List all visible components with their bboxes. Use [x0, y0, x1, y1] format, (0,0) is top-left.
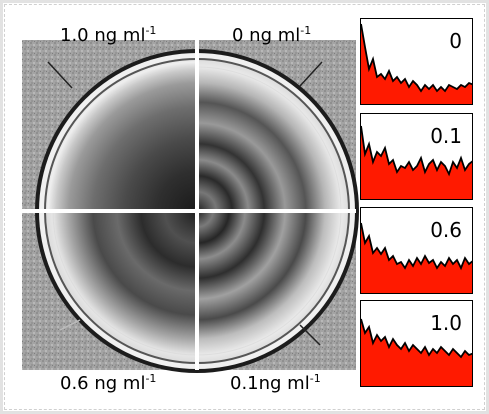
quadrant-top-right-pattern — [197, 59, 349, 211]
profile-plot — [361, 318, 472, 386]
label-top-right: 0 ng ml-1 — [232, 24, 312, 46]
center-point — [194, 208, 200, 214]
figure-frame-inner — [4, 4, 485, 410]
quadrant-bottom-left-pattern — [45, 211, 197, 363]
horizontal-divider — [22, 209, 356, 213]
label-top-left: 1.0 ng ml-1 — [60, 24, 157, 46]
profile-panel-0: 0 — [360, 18, 473, 105]
profile-plot — [361, 125, 472, 199]
profile-plot — [361, 222, 472, 293]
vertical-divider — [195, 40, 199, 370]
profile-panel-0.1: 0.1 — [360, 113, 473, 200]
profile-label: 0 — [449, 29, 462, 53]
profile-panel-1.0: 1.0 — [360, 300, 473, 387]
profile-label: 0.6 — [430, 218, 462, 242]
quadrant-top-left-pattern — [45, 59, 197, 211]
quadrant-bottom-right-pattern — [197, 211, 349, 363]
profile-label: 1.0 — [430, 311, 462, 335]
label-bottom-left: 0.6 ng ml-1 — [60, 372, 157, 394]
profile-label: 0.1 — [430, 124, 462, 148]
label-bottom-right: 0.1ng ml-1 — [230, 372, 321, 394]
profile-plot — [361, 23, 472, 104]
profile-panel-0.6: 0.6 — [360, 207, 473, 294]
